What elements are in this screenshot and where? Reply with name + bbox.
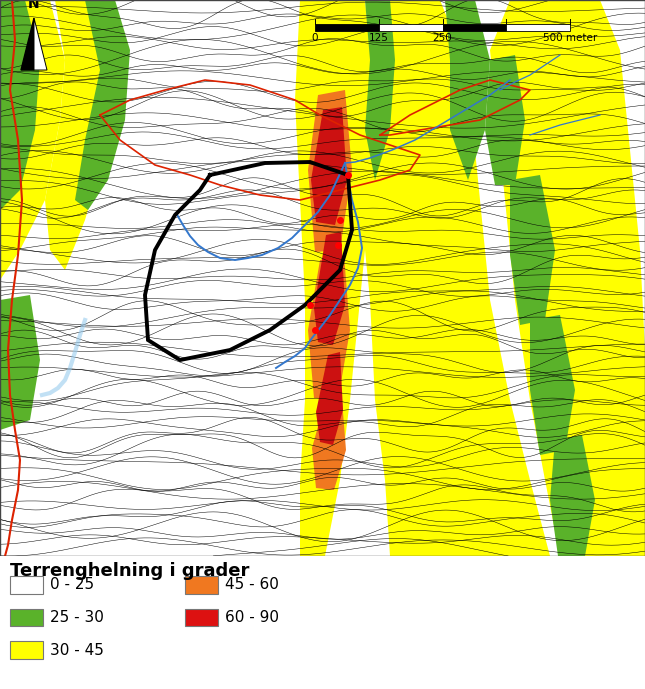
Text: 25 - 30: 25 - 30 (50, 610, 104, 625)
Bar (10, 576, 43, 594)
Polygon shape (295, 0, 375, 556)
Bar (379, 24, 442, 31)
Text: 500 meter: 500 meter (543, 33, 597, 43)
Polygon shape (34, 18, 47, 70)
Bar (506, 24, 570, 31)
Bar (442, 24, 506, 31)
Text: 60 - 90: 60 - 90 (225, 610, 279, 625)
Text: N: N (28, 0, 40, 11)
Polygon shape (311, 107, 347, 225)
Text: 250: 250 (433, 33, 452, 43)
Bar (10, 608, 43, 626)
Polygon shape (312, 400, 346, 490)
Text: 30 - 45: 30 - 45 (50, 643, 104, 658)
Polygon shape (0, 0, 65, 280)
Bar (10, 641, 43, 659)
Polygon shape (445, 0, 490, 180)
Text: 0 - 25: 0 - 25 (50, 577, 94, 593)
Polygon shape (365, 0, 395, 180)
Polygon shape (75, 0, 130, 210)
Polygon shape (485, 55, 525, 185)
Polygon shape (530, 315, 575, 455)
Polygon shape (490, 0, 645, 556)
Polygon shape (314, 232, 345, 345)
Polygon shape (550, 435, 595, 556)
Polygon shape (45, 0, 115, 270)
Polygon shape (0, 295, 40, 430)
Polygon shape (510, 175, 555, 325)
Bar (185, 576, 218, 594)
Polygon shape (21, 18, 34, 70)
Polygon shape (308, 90, 352, 252)
Text: Terrenghelning i grader: Terrenghelning i grader (10, 562, 250, 580)
Polygon shape (316, 352, 343, 445)
Polygon shape (308, 255, 350, 400)
Bar (315, 24, 379, 31)
Polygon shape (360, 0, 550, 556)
Text: 0: 0 (312, 33, 318, 43)
Text: 45 - 60: 45 - 60 (225, 577, 279, 593)
Text: 125: 125 (369, 33, 389, 43)
Polygon shape (0, 0, 40, 210)
Bar (185, 608, 218, 626)
